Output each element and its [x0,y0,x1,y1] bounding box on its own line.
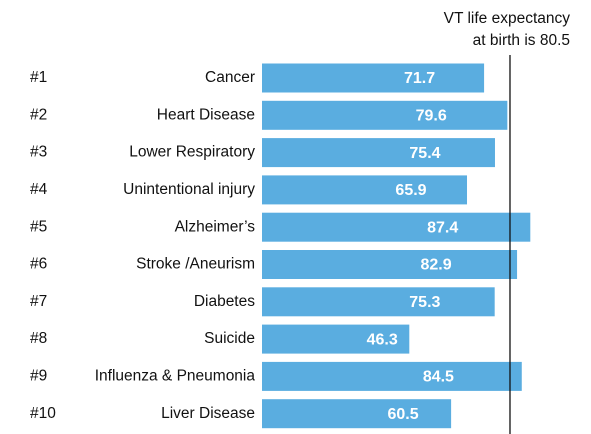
bar [262,399,452,429]
rank-label: #9 [30,367,47,384]
bar [262,324,410,354]
rank-label: #5 [30,218,47,235]
value-label: 84.5 [423,369,454,386]
category-label: Suicide [204,330,255,347]
bar [262,138,495,168]
bar [262,63,485,93]
value-label: 79.6 [416,108,447,125]
rank-label: #1 [30,69,47,86]
category-label: Diabetes [194,293,255,310]
rank-label: #8 [30,330,47,347]
annotation: at birth is 80.5 [473,32,570,49]
rank-label: #2 [30,106,47,123]
bar [262,250,518,279]
rank-label: #4 [30,181,48,198]
category-label: Heart Disease [157,106,255,123]
category-label: Liver Disease [161,405,255,422]
rank-label: #10 [30,405,56,422]
category-label: Influenza & Pneumonia [95,367,256,384]
value-label: 46.3 [367,331,398,348]
annotation: VT life expectancy [444,10,571,27]
category-label: Unintentional injury [123,181,255,198]
bar [262,361,522,391]
rank-label: #6 [30,256,47,273]
bar [262,100,508,130]
rank-label: #3 [30,144,47,161]
value-label: 82.9 [420,257,451,274]
category-label: Cancer [205,69,255,86]
category-label: Alzheimer’s [175,218,256,235]
bar [262,175,468,205]
rank-label: #7 [30,293,47,310]
value-label: 75.3 [409,294,440,311]
category-label: Stroke /Aneurism [136,256,255,273]
value-label: 60.5 [387,406,418,423]
value-label: 75.4 [409,145,440,162]
category-label: Lower Respiratory [129,144,255,161]
value-label: 71.7 [404,70,435,87]
value-label: 87.4 [427,219,458,236]
value-label: 65.9 [395,182,426,199]
bar [262,212,531,242]
bar [262,287,495,317]
